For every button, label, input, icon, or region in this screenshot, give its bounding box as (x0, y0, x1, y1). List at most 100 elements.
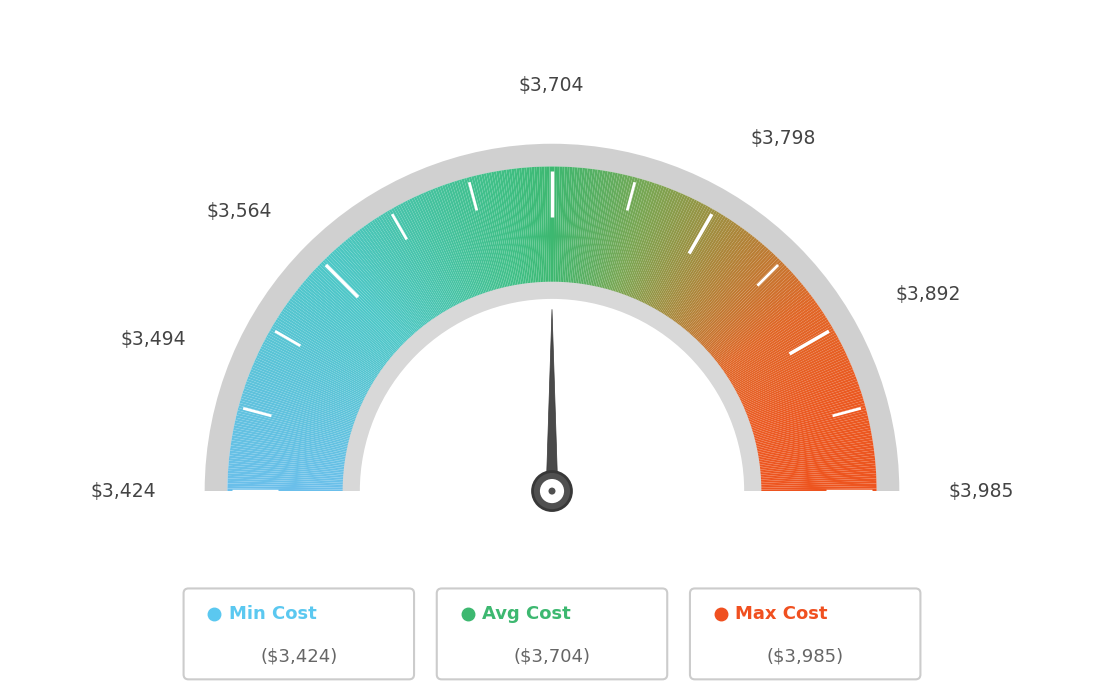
Wedge shape (639, 199, 694, 310)
Wedge shape (751, 445, 873, 464)
Wedge shape (251, 367, 367, 415)
Wedge shape (675, 233, 751, 332)
Wedge shape (574, 168, 591, 291)
Wedge shape (347, 238, 426, 335)
Wedge shape (745, 398, 863, 435)
Wedge shape (273, 324, 380, 388)
Wedge shape (486, 172, 512, 294)
Wedge shape (676, 235, 753, 333)
Wedge shape (669, 227, 743, 328)
Wedge shape (521, 168, 534, 290)
Wedge shape (704, 278, 799, 360)
FancyBboxPatch shape (690, 589, 921, 680)
Wedge shape (623, 188, 669, 304)
Wedge shape (609, 180, 647, 299)
Wedge shape (550, 166, 552, 290)
Bar (204, 491, 900, 690)
Wedge shape (562, 167, 570, 290)
Wedge shape (263, 342, 373, 400)
Wedge shape (294, 292, 393, 369)
Wedge shape (534, 167, 542, 290)
Wedge shape (349, 236, 427, 334)
Wedge shape (575, 169, 593, 291)
Wedge shape (241, 395, 360, 433)
Wedge shape (243, 391, 361, 431)
Wedge shape (681, 243, 763, 338)
Wedge shape (433, 188, 479, 304)
Wedge shape (692, 258, 779, 348)
Wedge shape (731, 344, 842, 401)
Wedge shape (445, 184, 487, 302)
Wedge shape (247, 376, 363, 422)
Wedge shape (361, 227, 435, 328)
Wedge shape (640, 199, 697, 311)
Wedge shape (360, 299, 744, 491)
Wedge shape (719, 308, 821, 380)
Wedge shape (425, 191, 475, 306)
Wedge shape (724, 324, 831, 388)
Wedge shape (326, 256, 413, 346)
Wedge shape (546, 166, 551, 290)
Wedge shape (687, 249, 771, 342)
Wedge shape (744, 395, 863, 433)
Wedge shape (257, 353, 370, 407)
Wedge shape (730, 339, 840, 398)
Wedge shape (567, 168, 580, 290)
Wedge shape (585, 171, 608, 293)
Wedge shape (596, 175, 625, 295)
Wedge shape (474, 175, 505, 296)
Wedge shape (620, 186, 665, 302)
Wedge shape (696, 264, 785, 351)
Wedge shape (246, 381, 362, 424)
Wedge shape (753, 476, 877, 483)
Wedge shape (325, 258, 412, 348)
Wedge shape (524, 168, 537, 290)
Wedge shape (753, 466, 875, 477)
Wedge shape (501, 170, 522, 293)
Wedge shape (274, 322, 381, 387)
Wedge shape (616, 183, 657, 301)
Wedge shape (232, 437, 353, 460)
Wedge shape (227, 471, 351, 480)
Wedge shape (736, 359, 850, 411)
Wedge shape (359, 228, 434, 329)
Wedge shape (402, 202, 460, 313)
Wedge shape (370, 221, 440, 324)
Wedge shape (227, 478, 351, 485)
Wedge shape (747, 411, 867, 442)
Wedge shape (319, 264, 408, 351)
Wedge shape (238, 403, 359, 438)
Wedge shape (507, 169, 526, 292)
Wedge shape (232, 435, 353, 458)
Wedge shape (613, 181, 652, 299)
Wedge shape (720, 313, 825, 382)
Wedge shape (573, 168, 587, 291)
Wedge shape (410, 199, 465, 310)
Wedge shape (690, 255, 776, 346)
Wedge shape (707, 284, 804, 364)
Wedge shape (737, 367, 853, 415)
Wedge shape (753, 484, 877, 488)
Wedge shape (241, 398, 359, 435)
Wedge shape (648, 206, 709, 315)
Text: Min Cost: Min Cost (229, 605, 317, 624)
Wedge shape (581, 170, 601, 292)
Wedge shape (555, 166, 560, 290)
Wedge shape (405, 201, 463, 312)
Wedge shape (230, 453, 352, 469)
Wedge shape (423, 192, 474, 306)
Wedge shape (233, 428, 354, 453)
Wedge shape (671, 230, 747, 330)
Wedge shape (560, 167, 567, 290)
Wedge shape (618, 185, 662, 302)
Wedge shape (602, 177, 635, 297)
Wedge shape (723, 322, 830, 387)
Wedge shape (721, 315, 826, 383)
Circle shape (532, 471, 572, 511)
Polygon shape (546, 309, 558, 504)
Wedge shape (479, 175, 508, 295)
Wedge shape (584, 170, 605, 293)
Wedge shape (747, 415, 868, 446)
Wedge shape (750, 428, 871, 453)
Text: Avg Cost: Avg Cost (482, 605, 571, 624)
